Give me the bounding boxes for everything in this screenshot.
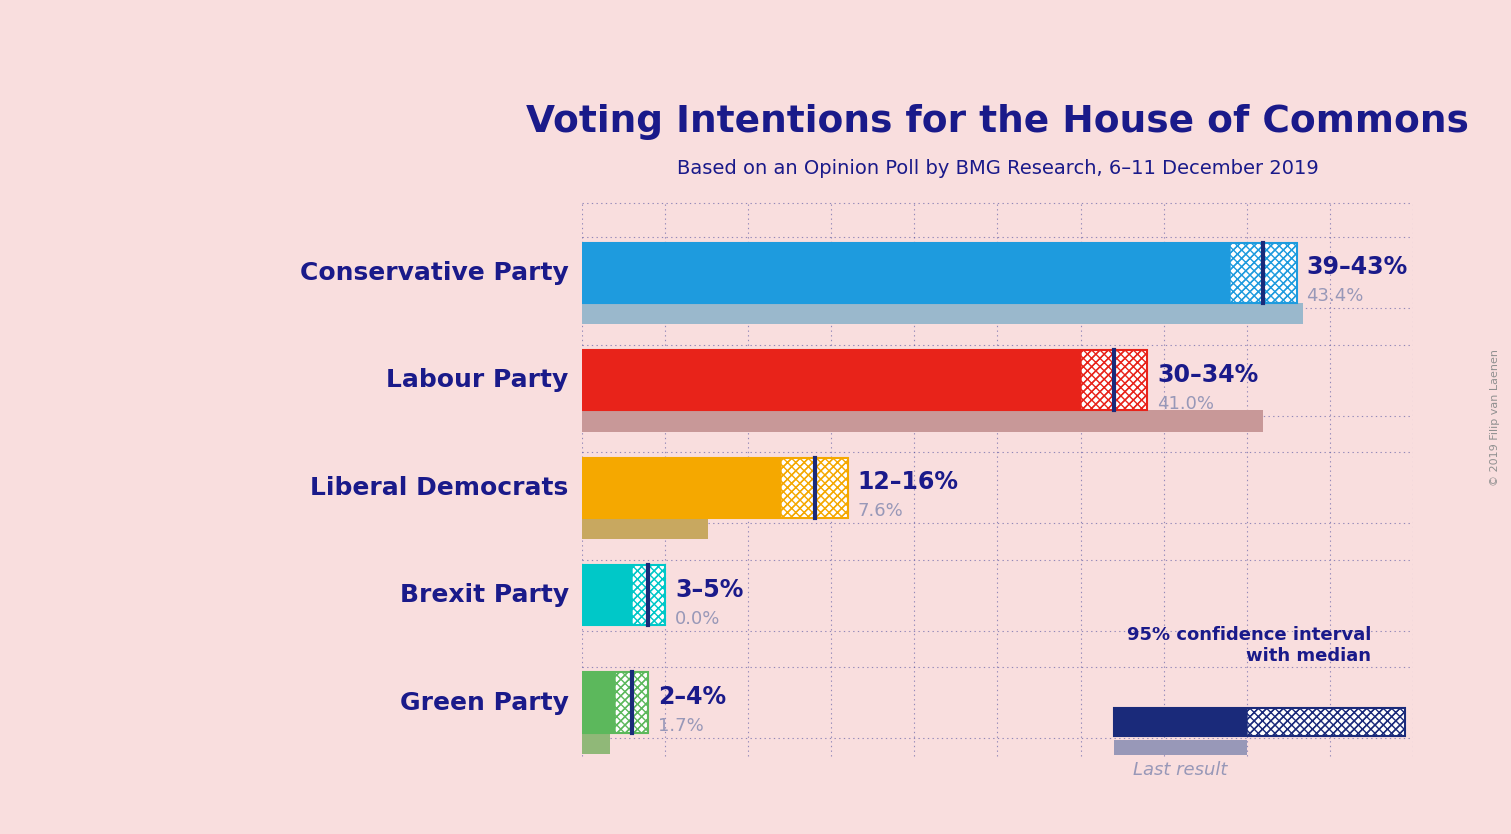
Bar bbox=[1230, 243, 1296, 303]
Text: 3–5%: 3–5% bbox=[675, 578, 743, 601]
Text: Conservative Party: Conservative Party bbox=[301, 261, 568, 284]
Bar bbox=[1247, 708, 1405, 736]
Bar bbox=[1230, 243, 1296, 303]
Text: 7.6%: 7.6% bbox=[858, 502, 904, 520]
Bar bbox=[582, 458, 781, 518]
Bar bbox=[615, 672, 648, 732]
Text: 0.0%: 0.0% bbox=[675, 610, 721, 628]
Bar bbox=[615, 672, 648, 732]
Text: 2–4%: 2–4% bbox=[659, 686, 727, 709]
Text: 39–43%: 39–43% bbox=[1307, 255, 1408, 279]
Bar bbox=[582, 732, 610, 754]
Bar bbox=[781, 458, 848, 518]
Text: © 2019 Filip van Laenen: © 2019 Filip van Laenen bbox=[1490, 349, 1500, 485]
Bar bbox=[781, 458, 848, 518]
Bar bbox=[1247, 708, 1405, 736]
Bar bbox=[582, 565, 632, 626]
Bar bbox=[582, 518, 709, 540]
Text: 95% confidence interval
with median: 95% confidence interval with median bbox=[1127, 626, 1372, 665]
Bar bbox=[582, 303, 1302, 324]
Text: 43.4%: 43.4% bbox=[1307, 288, 1364, 305]
Bar bbox=[1080, 350, 1147, 410]
Text: 1.7%: 1.7% bbox=[659, 717, 704, 736]
Bar bbox=[1230, 243, 1296, 303]
Text: Voting Intentions for the House of Commons: Voting Intentions for the House of Commo… bbox=[526, 104, 1469, 140]
Text: 30–34%: 30–34% bbox=[1157, 363, 1259, 387]
Text: 12–16%: 12–16% bbox=[858, 470, 959, 495]
Text: Labour Party: Labour Party bbox=[387, 369, 568, 392]
Bar bbox=[582, 350, 1080, 410]
Bar bbox=[615, 672, 648, 732]
Text: 41.0%: 41.0% bbox=[1157, 394, 1213, 413]
Bar bbox=[632, 565, 665, 626]
Bar bbox=[1080, 350, 1147, 410]
Bar bbox=[582, 243, 1230, 303]
Bar bbox=[1080, 350, 1147, 410]
Text: Liberal Democrats: Liberal Democrats bbox=[310, 475, 568, 500]
Bar bbox=[632, 565, 665, 626]
Bar bbox=[632, 565, 665, 626]
Bar bbox=[781, 458, 848, 518]
Bar bbox=[1114, 740, 1247, 756]
Text: Based on an Opinion Poll by BMG Research, 6–11 December 2019: Based on an Opinion Poll by BMG Research… bbox=[677, 158, 1318, 178]
Text: Last result: Last result bbox=[1133, 761, 1227, 779]
Text: Brexit Party: Brexit Party bbox=[399, 583, 568, 607]
Bar bbox=[582, 672, 615, 732]
Bar bbox=[582, 410, 1263, 432]
Text: Green Party: Green Party bbox=[400, 691, 568, 715]
Bar bbox=[1114, 708, 1247, 736]
Bar bbox=[1247, 708, 1405, 736]
